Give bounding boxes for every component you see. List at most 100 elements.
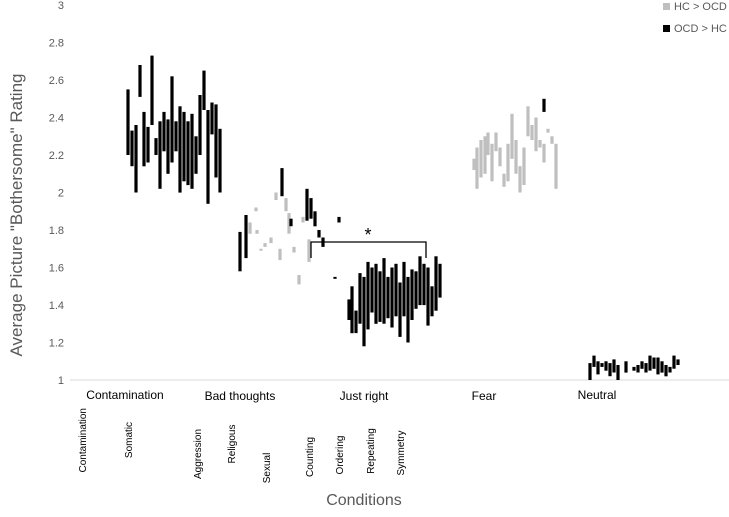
bar-ocd-gt-hc	[244, 215, 248, 259]
subgroup-label-sexual: Sexual	[262, 453, 273, 484]
bar-hc-gt-ocd	[292, 246, 296, 253]
bar-hc-gt-ocd	[542, 143, 546, 163]
bar-ocd-gt-hc	[426, 267, 430, 326]
bar-hc-gt-ocd	[475, 147, 479, 189]
bar-ocd-gt-hc	[309, 198, 313, 219]
bar-ocd-gt-hc	[398, 282, 402, 337]
bar-ocd-gt-hc	[305, 188, 309, 221]
significance-bracket: *	[310, 225, 427, 258]
y-tick-label: 3	[58, 0, 64, 12]
bar-hc-gt-ocd	[502, 173, 506, 187]
bar-ocd-gt-hc	[588, 363, 592, 380]
bar-ocd-gt-hc	[333, 276, 337, 279]
bar-ocd-gt-hc	[162, 111, 166, 152]
bar-ocd-gt-hc	[608, 363, 612, 377]
bar-ocd-gt-hc	[214, 104, 218, 178]
bar-ocd-gt-hc	[158, 121, 162, 189]
bar-ocd-gt-hc	[337, 216, 341, 223]
bar-ocd-gt-hc	[644, 363, 648, 373]
bar-ocd-gt-hc	[664, 365, 668, 377]
bar-ocd-gt-hc	[386, 276, 390, 319]
bar-hc-gt-ocd	[498, 147, 502, 167]
bar-ocd-gt-hc	[418, 256, 422, 306]
bar-ocd-gt-hc	[198, 95, 202, 155]
bar-ocd-gt-hc	[648, 355, 652, 371]
bar-ocd-gt-hc	[374, 263, 378, 324]
bar-ocd-gt-hc	[636, 365, 640, 373]
y-tick-label: 2.6	[49, 75, 64, 87]
legend-swatch-ocd-gt-hc	[663, 25, 670, 32]
y-axis-label: Average Picture "Bothersome" Rating	[7, 74, 26, 357]
y-tick-label: 2.4	[49, 113, 64, 125]
bar-ocd-gt-hc	[347, 299, 351, 320]
y-tick-label: 1.6	[49, 263, 64, 275]
bar-ocd-gt-hc	[238, 231, 242, 272]
legend-label-hc-gt-ocd: HC > OCD	[674, 1, 727, 13]
bar-ocd-gt-hc	[672, 355, 676, 369]
bar-ocd-gt-hc	[414, 271, 418, 309]
bar-hc-gt-ocd	[518, 166, 522, 193]
y-axis-ticks: 1 1.2 1.4 1.6 1.8 2 2.2 2.4 2.6 2.8 3	[49, 0, 64, 387]
bar-ocd-gt-hc	[186, 121, 190, 186]
group-label-fear: Fear	[472, 389, 497, 403]
bar-hc-gt-ocd	[255, 230, 259, 234]
legend: HC > OCD OCD > HC	[663, 1, 727, 35]
bar-ocd-gt-hc	[402, 261, 406, 317]
bar-ocd-gt-hc	[604, 361, 608, 371]
bar-ocd-gt-hc	[194, 136, 198, 174]
bar-ocd-gt-hc	[616, 365, 620, 380]
bar-ocd-gt-hc	[317, 230, 321, 238]
bar-ocd-gt-hc	[430, 286, 434, 317]
bar-ocd-gt-hc	[542, 98, 546, 112]
bar-hc-gt-ocd	[510, 113, 514, 159]
subgroup-label-repeating: Repeating	[366, 428, 377, 474]
bars	[126, 55, 680, 380]
y-tick-label: 2.8	[49, 38, 64, 50]
bar-ocd-gt-hc	[624, 361, 628, 373]
bar-ocd-gt-hc	[174, 121, 178, 152]
bar-ocd-gt-hc	[422, 263, 426, 306]
bar-ocd-gt-hc	[138, 65, 142, 97]
bar-hc-gt-ocd	[490, 143, 494, 182]
bar-ocd-gt-hc	[668, 366, 672, 373]
bar-ocd-gt-hc	[382, 258, 386, 324]
bar-ocd-gt-hc	[202, 70, 206, 110]
bar-hc-gt-ocd	[254, 207, 258, 212]
bar-hc-gt-ocd	[483, 136, 487, 174]
bar-hc-gt-ocd	[546, 128, 550, 133]
subgroup-label-contamination: Contamination	[78, 408, 89, 472]
bar-ocd-gt-hc	[592, 355, 596, 367]
bar-ocd-gt-hc	[652, 357, 656, 369]
bar-hc-gt-ocd	[494, 132, 498, 152]
bar-ocd-gt-hc	[378, 271, 382, 322]
bar-ocd-gt-hc	[126, 89, 130, 155]
bar-ocd-gt-hc	[370, 267, 374, 313]
bar-ocd-gt-hc	[660, 361, 664, 373]
group-label-neutral: Neutral	[578, 388, 617, 402]
subgroup-label-symmetry: Symmetry	[396, 431, 407, 476]
bar-hc-gt-ocd	[274, 192, 278, 200]
bar-hc-gt-ocd	[287, 213, 291, 234]
bar-hc-gt-ocd	[301, 216, 305, 223]
subgroup-label-ordering: Ordering	[335, 436, 346, 475]
bar-ocd-gt-hc	[410, 269, 414, 320]
bar-ocd-gt-hc	[130, 130, 134, 167]
bar-hc-gt-ocd	[297, 275, 301, 285]
x-axis-label: Conditions	[326, 492, 402, 509]
bar-hc-gt-ocd	[479, 140, 483, 178]
bar-ocd-gt-hc	[394, 263, 398, 317]
bar-hc-gt-ocd	[269, 237, 273, 244]
bar-ocd-gt-hc	[150, 55, 154, 125]
bar-ocd-gt-hc	[313, 211, 317, 227]
legend-swatch-hc-gt-ocd	[663, 3, 670, 10]
bar-ocd-gt-hc	[358, 273, 362, 324]
bar-ocd-gt-hc	[640, 361, 644, 369]
bar-ocd-gt-hc	[134, 125, 138, 193]
bar-hc-gt-ocd	[554, 143, 558, 189]
bar-ocd-gt-hc	[154, 138, 158, 155]
bar-ocd-gt-hc	[354, 310, 358, 334]
bar-ocd-gt-hc	[390, 267, 394, 328]
significance-star: *	[364, 225, 371, 245]
